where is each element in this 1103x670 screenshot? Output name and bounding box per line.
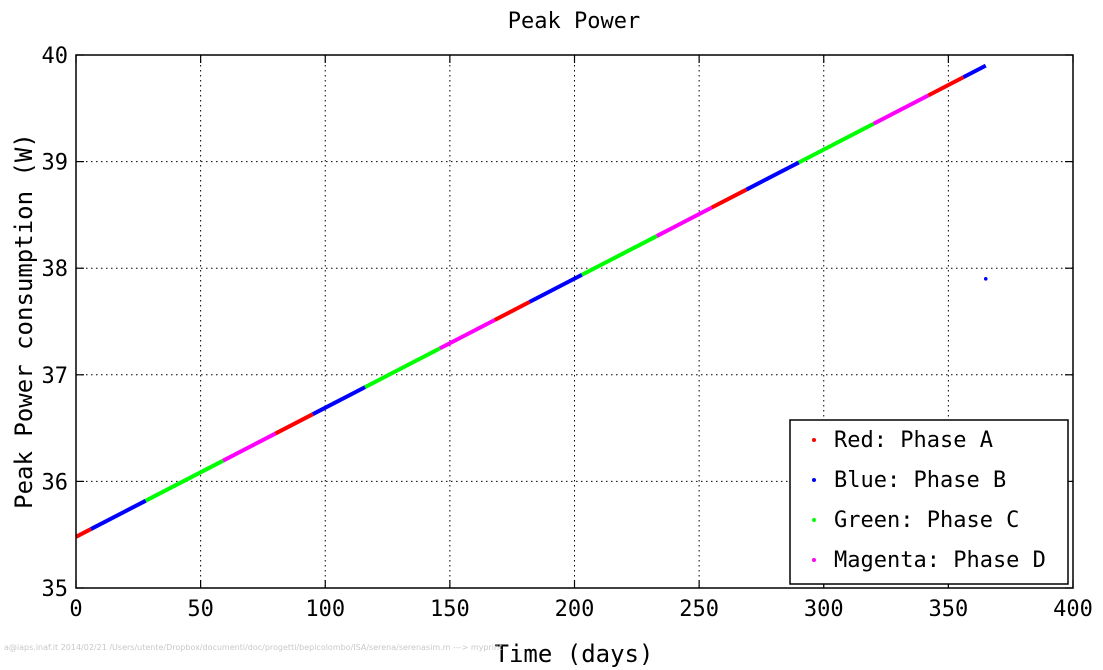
x-tick-label: 400 [1053, 597, 1093, 622]
series-segment [222, 431, 277, 463]
legend-label: Blue: Phase B [834, 468, 1006, 493]
x-tick-label: 300 [804, 597, 844, 622]
chart-title: Peak Power [508, 9, 640, 34]
footer-path: a@iaps.inaf.it 2014/02/21 /Users/utente/… [4, 643, 502, 652]
trend-line [75, 63, 988, 539]
x-axis-label: Time (days) [495, 640, 654, 668]
legend-marker [812, 518, 816, 522]
y-tick-label: 38 [42, 257, 69, 282]
series-segment [962, 63, 987, 80]
x-tick-label: 250 [679, 597, 719, 622]
y-tick-label: 37 [42, 364, 69, 389]
y-tick-label: 36 [42, 470, 69, 495]
y-axis-label: Peak Power consumption (W) [10, 133, 38, 509]
series-segment [655, 205, 713, 238]
y-tick-label: 40 [42, 44, 69, 69]
series-segment [493, 300, 531, 322]
axis-ticks: 0 50 100 150 200 250 300 350 400 35 36 37 38 39 40 [42, 44, 1093, 622]
series-segment [144, 458, 224, 503]
x-tick-label: 200 [555, 597, 595, 622]
series-segment [364, 346, 441, 389]
legend-marker [812, 478, 816, 482]
series-segment [745, 160, 800, 192]
series-segment [797, 121, 875, 165]
series-segment [311, 385, 367, 416]
x-tick-label: 350 [929, 597, 969, 622]
legend-box [789, 419, 1069, 585]
series-segment [274, 412, 314, 436]
series-segment [927, 75, 965, 98]
legend-marker [812, 558, 816, 562]
legend-marker [812, 438, 816, 442]
series-segment [75, 527, 92, 539]
y-tick-label: 35 [42, 577, 69, 602]
y-tick-label: 39 [42, 151, 69, 176]
series-segment [528, 273, 583, 304]
x-tick-label: 0 [69, 597, 82, 622]
legend: Red: Phase A Blue: Phase B Green: Phase C M… [789, 419, 1069, 585]
x-tick-label: 150 [430, 597, 470, 622]
legend-label: Green: Phase C [834, 508, 1019, 533]
outlier-point [983, 277, 988, 281]
legend-items: Red: Phase A Blue: Phase B Green: Phase C M… [812, 428, 1046, 573]
series-segment [438, 318, 496, 351]
legend-label: Magenta: Phase D [834, 548, 1046, 573]
series-segment [581, 234, 658, 277]
legend-label: Red: Phase A [834, 428, 993, 453]
series-segment [710, 187, 748, 210]
x-tick-label: 50 [187, 597, 214, 622]
series-segment [872, 93, 930, 126]
plot-frame [75, 54, 1074, 589]
x-tick-label: 100 [305, 597, 345, 622]
series-segment [90, 498, 147, 531]
